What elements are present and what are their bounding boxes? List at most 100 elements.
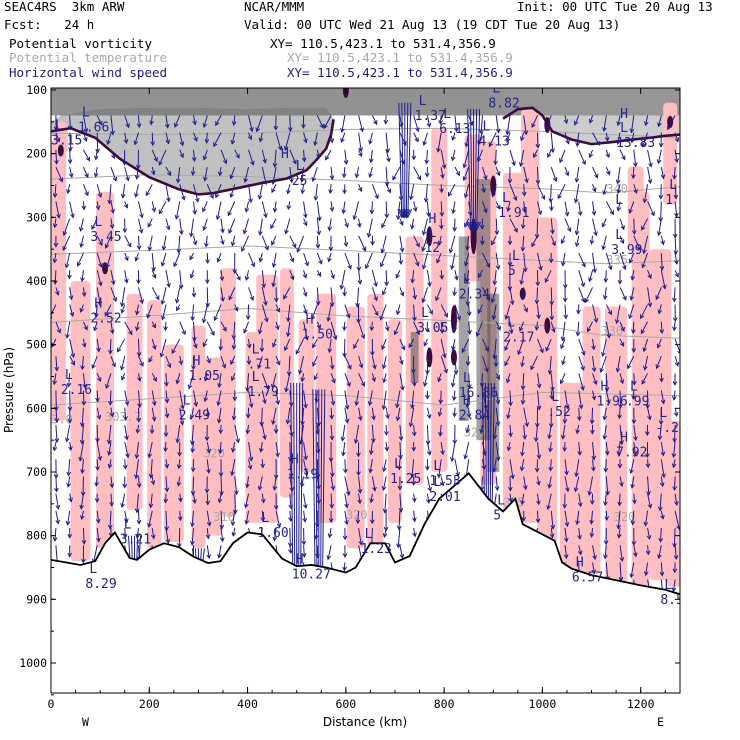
wind-arrowhead <box>94 498 100 504</box>
wind-arrowhead <box>230 139 236 145</box>
pv-extremum-value: 2.34 <box>459 287 490 302</box>
wind-vector <box>69 149 71 164</box>
pv-extremum-value: 1.60 <box>257 526 288 541</box>
wind-vector <box>303 321 308 340</box>
wind-arrowhead <box>95 466 100 471</box>
wind-arrowhead <box>588 153 594 159</box>
wind-arrowhead <box>302 273 308 279</box>
wind-arrowhead <box>616 206 622 212</box>
wind-arrowhead <box>179 230 184 236</box>
wind-arrowhead <box>303 455 308 461</box>
wind-arrowhead <box>250 160 255 166</box>
wind-vector <box>578 355 585 371</box>
wind-arrowhead <box>604 387 610 392</box>
wind-vector <box>437 373 442 382</box>
wind-vector <box>439 424 442 436</box>
wind-arrowhead <box>301 157 307 163</box>
wind-vector <box>272 166 277 185</box>
wind-arrowhead <box>65 520 71 526</box>
wind-vector <box>371 270 377 287</box>
low-label: L <box>669 178 677 193</box>
wind-vector <box>303 442 307 460</box>
wind-vector <box>493 459 497 472</box>
wind-vector <box>55 476 58 492</box>
wind-vector <box>464 441 470 459</box>
wind-vector <box>124 235 132 247</box>
wind-vector <box>578 149 586 165</box>
wind-arrowhead <box>520 500 525 506</box>
pv-extremum-value: 5 <box>493 508 501 523</box>
wind-arrowhead <box>602 127 607 133</box>
wind-arrowhead <box>619 239 625 245</box>
wind-vector <box>358 373 365 387</box>
wind-arrowhead <box>465 245 470 251</box>
wind-vector <box>381 218 387 228</box>
wind-arrowhead <box>466 311 472 317</box>
wind-vector <box>585 287 593 303</box>
wind-arrowhead <box>483 404 488 410</box>
wind-arrowhead <box>56 213 61 219</box>
wind-arrowhead <box>105 263 111 269</box>
wind-arrowhead <box>468 121 474 127</box>
wind-arrowhead <box>316 324 322 330</box>
wind-vector <box>69 441 72 451</box>
wind-arrowhead <box>646 490 651 496</box>
wind-vector <box>592 442 595 460</box>
high-label: H <box>306 312 314 327</box>
wind-arrowhead <box>386 157 391 163</box>
wind-vector <box>633 545 637 557</box>
wind-vector <box>261 201 267 218</box>
wind-arrowhead <box>330 485 336 491</box>
wind-vector <box>328 252 332 262</box>
wind-vector <box>284 132 291 150</box>
wind-vector <box>53 441 57 451</box>
pv-extremum-value: 2.17 <box>503 331 534 346</box>
wind-vector <box>616 356 621 372</box>
wind-arrowhead <box>174 298 180 304</box>
wind-arrowhead <box>508 401 513 407</box>
wind-arrowhead <box>450 457 455 463</box>
wind-arrowhead <box>289 431 294 437</box>
pv-convective-plume <box>476 179 491 441</box>
wind-arrowhead <box>105 383 110 389</box>
wind-arrowhead <box>373 296 378 302</box>
pv-extremum-value: 8.29 <box>85 577 116 592</box>
wind-vector <box>370 442 373 455</box>
wind-arrowhead <box>563 537 569 543</box>
wind-vector <box>109 510 112 529</box>
wind-vector <box>440 442 444 455</box>
wind-arrowhead <box>179 153 184 159</box>
wind-arrowhead <box>244 276 250 282</box>
wind-arrowhead <box>70 353 76 359</box>
wind-arrowhead <box>440 481 445 487</box>
wind-arrowhead <box>660 514 665 520</box>
wind-arrowhead <box>133 140 139 146</box>
wind-vector <box>537 252 542 270</box>
wind-vector <box>273 252 277 268</box>
wind-arrowhead <box>189 414 195 420</box>
wind-vector <box>62 235 71 251</box>
wind-arrowhead <box>673 555 679 561</box>
wind-vector <box>316 218 320 235</box>
wind-arrowhead <box>356 452 361 458</box>
wind-arrowhead <box>381 485 387 491</box>
wind-arrowhead <box>175 438 181 444</box>
wind-vector <box>643 235 649 254</box>
wind-vector <box>564 115 568 124</box>
wind-vector <box>521 356 525 367</box>
wind-arrowhead <box>411 446 417 452</box>
wind-arrowhead <box>342 189 347 195</box>
wind-vector <box>476 109 481 231</box>
wind-arrowhead <box>576 309 581 315</box>
wind-arrowhead <box>534 326 540 331</box>
wind-arrowhead <box>520 224 526 230</box>
wind-arrowhead <box>219 276 225 282</box>
wind-vector <box>330 201 333 212</box>
wind-vector <box>520 270 525 285</box>
wind-vector <box>466 390 470 408</box>
wind-vector <box>66 321 71 338</box>
wind-vector <box>413 115 419 132</box>
legend-theta-name: Potential temperature <box>9 50 168 65</box>
wind-arrowhead <box>450 382 456 388</box>
wind-arrowhead <box>508 497 513 503</box>
